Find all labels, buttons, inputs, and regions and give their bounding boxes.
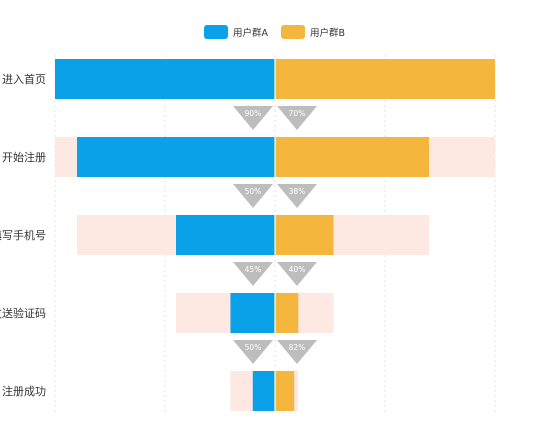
conversion-arrow-b: [277, 340, 317, 364]
conversion-arrow-b: [277, 184, 317, 208]
bar-series-a: [77, 137, 275, 177]
bar-series-a: [176, 215, 275, 255]
conversion-arrow-a-label: 90%: [245, 109, 262, 118]
previous-stage-bands: [55, 137, 495, 411]
bar-series-a: [230, 293, 275, 333]
legend-swatch: [281, 25, 305, 39]
legend-label: 用户群B: [310, 27, 345, 39]
conversion-arrow-b: [277, 106, 317, 130]
bar-series-b: [275, 59, 495, 99]
stage-labels: 进入首页开始注册填写手机号发送验证码注册成功: [0, 72, 46, 398]
conversion-arrows: 90% 70% 50% 38% 45% 40% 50% 82%: [233, 106, 317, 364]
stage-label: 填写手机号: [0, 228, 46, 242]
bar-layer: [55, 59, 495, 411]
conversion-arrow-b-label: 82%: [289, 343, 306, 352]
bar-series-b: [275, 371, 295, 411]
conversion-arrow-a: [233, 340, 273, 364]
conversion-arrow-b-label: 40%: [289, 265, 306, 274]
conversion-arrow-a-label: 45%: [245, 265, 262, 274]
legend[interactable]: 用户群A 用户群B: [204, 25, 345, 39]
legend-label: 用户群A: [233, 27, 269, 39]
stage-label: 注册成功: [2, 384, 46, 398]
conversion-arrow-a-label: 50%: [245, 343, 262, 352]
stage-label: 开始注册: [2, 150, 46, 164]
legend-swatch: [204, 25, 228, 39]
conversion-arrow-a: [233, 184, 273, 208]
conversion-arrow-a: [233, 262, 273, 286]
conversion-arrow-a: [233, 106, 273, 130]
conversion-arrow-b-label: 70%: [289, 109, 306, 118]
legend-item[interactable]: 用户群A: [204, 25, 269, 39]
stage-label: 发送验证码: [0, 306, 46, 320]
bar-series-a: [252, 371, 275, 411]
stage-label: 进入首页: [2, 72, 46, 86]
bar-series-b: [275, 293, 299, 333]
bar-series-b: [275, 137, 429, 177]
legend-item[interactable]: 用户群B: [281, 25, 345, 39]
bar-series-b: [275, 215, 334, 255]
conversion-arrow-b: [277, 262, 317, 286]
conversion-arrow-a-label: 50%: [245, 187, 262, 196]
bar-series-a: [55, 59, 275, 99]
conversion-arrow-b-label: 38%: [289, 187, 306, 196]
